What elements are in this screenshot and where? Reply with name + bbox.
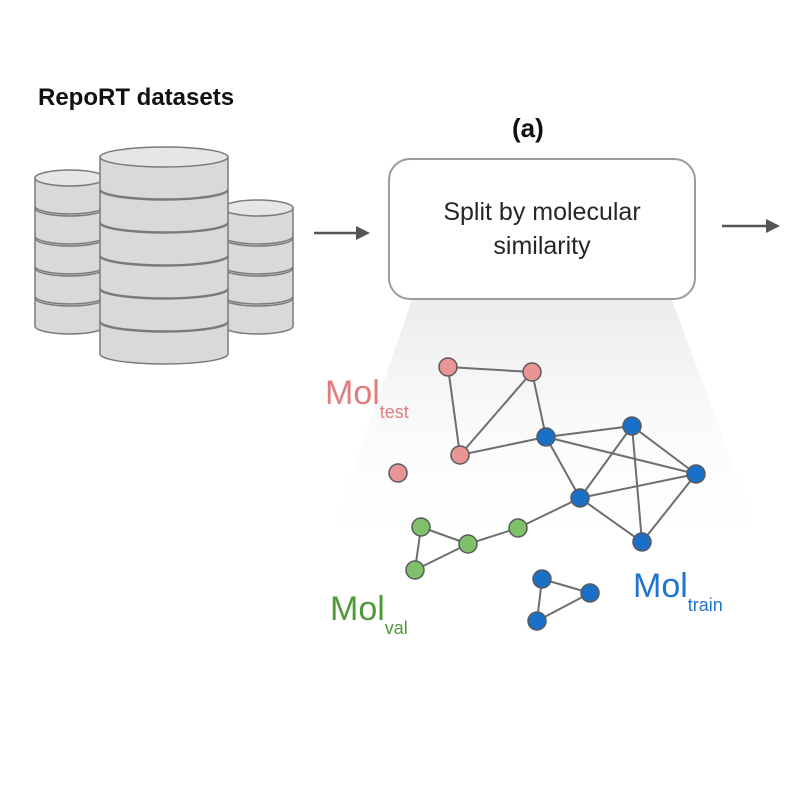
molecule-graph-icon bbox=[388, 357, 706, 631]
molecule-node-train bbox=[686, 464, 706, 484]
disk-body bbox=[99, 189, 229, 233]
graph-edge bbox=[579, 425, 633, 499]
mol-val-main: Mol bbox=[330, 590, 385, 628]
disk-body bbox=[99, 321, 229, 365]
graph-edge bbox=[447, 366, 533, 373]
molecule-node-test bbox=[388, 463, 408, 483]
graph-edge bbox=[545, 425, 633, 438]
disk-body bbox=[99, 156, 229, 200]
graph-edge bbox=[414, 543, 469, 571]
molecule-node-train bbox=[622, 416, 642, 436]
mol-train-sub: train bbox=[687, 595, 723, 615]
molecule-node-val bbox=[458, 534, 478, 554]
graph-edge bbox=[579, 497, 643, 543]
disk-top bbox=[34, 169, 106, 187]
mol-train-main: Mol bbox=[633, 567, 688, 605]
disk-body bbox=[99, 288, 229, 332]
molecule-node-test bbox=[438, 357, 458, 377]
molecule-node-val bbox=[411, 517, 431, 537]
graph-edge bbox=[631, 425, 697, 475]
graph-edge bbox=[517, 497, 581, 529]
molecule-node-test bbox=[450, 445, 470, 465]
mol-val-sub: val bbox=[384, 618, 408, 638]
graph-edge bbox=[641, 473, 697, 543]
graph-edge bbox=[459, 436, 547, 456]
split-step-box: Split by molecular similarity bbox=[388, 158, 696, 300]
graph-edge bbox=[536, 592, 591, 622]
split-step-label: Split by molecular similarity bbox=[443, 198, 641, 260]
molecule-node-train bbox=[570, 488, 590, 508]
molecule-node-train bbox=[536, 427, 556, 447]
molecule-node-train bbox=[580, 583, 600, 603]
graph-edge bbox=[545, 436, 697, 475]
molecule-node-test bbox=[522, 362, 542, 382]
molecule-node-train bbox=[632, 532, 652, 552]
mol-val-label: Molval bbox=[330, 590, 408, 639]
graph-edge bbox=[531, 371, 547, 438]
graph-edge bbox=[447, 366, 461, 456]
graph-edge bbox=[545, 436, 581, 499]
graph-edge bbox=[579, 473, 697, 499]
mol-train-label: Moltrain bbox=[633, 567, 723, 616]
arrow-right-icon bbox=[722, 219, 780, 233]
disk-body bbox=[99, 222, 229, 266]
disk-top bbox=[99, 146, 229, 168]
arrow-right-icon bbox=[314, 226, 370, 240]
graph-edge bbox=[631, 425, 643, 543]
datasets-title: RepoRT datasets bbox=[38, 84, 235, 111]
graph-edge bbox=[459, 371, 533, 456]
panel-label: (a) bbox=[512, 113, 544, 143]
molecule-node-val bbox=[508, 518, 528, 538]
mol-test-main: Mol bbox=[325, 374, 380, 412]
molecule-node-train bbox=[532, 569, 552, 589]
database-icon bbox=[99, 146, 229, 365]
disk-top bbox=[222, 199, 294, 217]
molecule-node-val bbox=[405, 560, 425, 580]
mol-test-sub: test bbox=[379, 402, 409, 422]
disk-body bbox=[99, 255, 229, 299]
molecule-node-train bbox=[527, 611, 547, 631]
mol-test-label: Moltest bbox=[325, 374, 409, 423]
